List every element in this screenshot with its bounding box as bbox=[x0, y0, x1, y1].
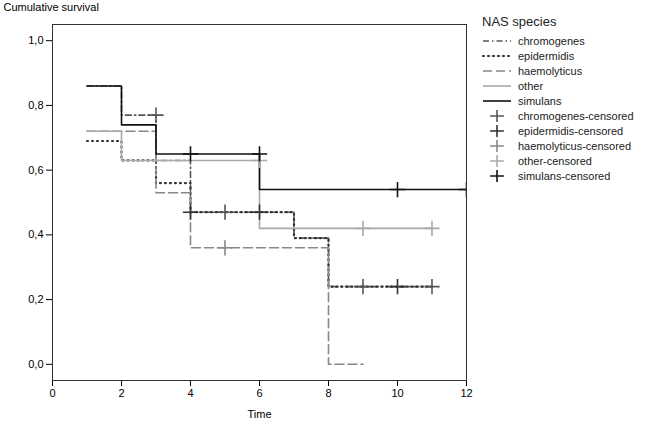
svg-text:0,4: 0,4 bbox=[28, 228, 43, 240]
svg-text:0,0: 0,0 bbox=[28, 358, 43, 370]
svg-text:Time: Time bbox=[247, 408, 271, 420]
html-text:simulans: simulans bbox=[518, 95, 562, 107]
svg-text:10: 10 bbox=[391, 387, 403, 399]
svg-text:1,0: 1,0 bbox=[28, 34, 43, 46]
svg-text:0: 0 bbox=[49, 387, 55, 399]
svg-text:0,6: 0,6 bbox=[28, 164, 43, 176]
html-text:haemolyticus-censored: haemolyticus-censored bbox=[518, 140, 632, 152]
html-text:other-censored: other-censored bbox=[518, 155, 592, 167]
html-text:epidermidis-censored: epidermidis-censored bbox=[518, 125, 624, 137]
html-text:simulans-censored: simulans-censored bbox=[518, 170, 611, 182]
html-text:other: other bbox=[518, 80, 544, 92]
html-text:NAS species: NAS species bbox=[482, 14, 557, 29]
svg-text:12: 12 bbox=[460, 387, 472, 399]
svg-text:0,2: 0,2 bbox=[28, 293, 43, 305]
svg-text:6: 6 bbox=[256, 387, 262, 399]
svg-text:4: 4 bbox=[187, 387, 193, 399]
html-text:epidermidis: epidermidis bbox=[518, 50, 575, 62]
html-text:haemolyticus: haemolyticus bbox=[518, 65, 583, 77]
svg-text:0,8: 0,8 bbox=[28, 99, 43, 111]
svg-text:Cumulative survival: Cumulative survival bbox=[4, 1, 99, 13]
svg-text:8: 8 bbox=[325, 387, 331, 399]
html-text:chromogenes-censored: chromogenes-censored bbox=[518, 110, 634, 122]
html-text:chromogenes: chromogenes bbox=[518, 35, 585, 47]
svg-text:2: 2 bbox=[118, 387, 124, 399]
